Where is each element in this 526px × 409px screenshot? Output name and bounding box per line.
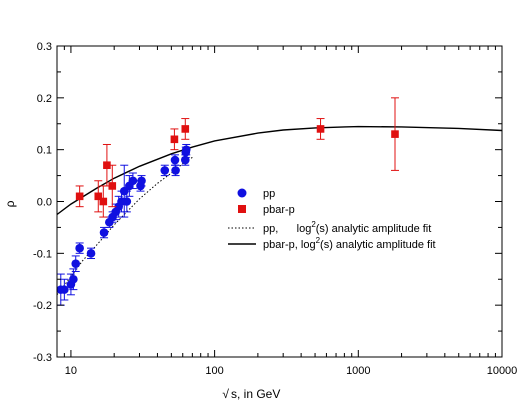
data-point-pp: [60, 285, 69, 294]
legend-label-pp-fit-sup: 2: [311, 220, 316, 229]
data-point-pp: [75, 243, 84, 253]
data-points: [56, 97, 399, 306]
y-tick-label: -0.2: [33, 300, 52, 312]
data-point-pp: [137, 176, 146, 186]
legend-label-pp-fit-name: pp, log: [263, 223, 311, 235]
data-point-pp: [99, 228, 109, 237]
x-tick-label: 10000: [487, 365, 518, 377]
data-point-pp: [128, 176, 138, 186]
x-tick-label: 100: [205, 365, 223, 377]
x-tick-label: 10: [65, 365, 77, 377]
legend-label-pp-fit: pp, log2(s) analytic amplitude fit: [263, 220, 431, 235]
data-point-pp: [171, 166, 180, 175]
data-point-pp: [160, 166, 170, 175]
data-point-pbar-p: [75, 192, 84, 201]
legend-label-pp: pp: [263, 188, 275, 200]
legend-entry-pbar-p-fit: pbar-p, log2(s) analytic amplitude fit: [228, 236, 436, 251]
x-axis-label: √ s, in GeV: [222, 387, 280, 401]
data-point-pp: [122, 197, 132, 206]
legend-entry-pp: pp: [237, 188, 275, 200]
legend-marker-pp: [237, 188, 247, 198]
fit-curve: [56, 125, 503, 216]
data-point-pp: [86, 249, 96, 258]
axes: 10 100 1000 10000 -0.3 -0.2 -0.1 0.0 0.1 0.2 0.3: [33, 41, 517, 377]
y-tick-label: 0.3: [37, 41, 52, 53]
data-point-pp: [69, 274, 78, 284]
x-axis-label-sqrt: √: [222, 387, 229, 401]
legend: pp pbar-p pp, log2(s) analytic amplitude…: [228, 188, 436, 251]
legend-marker-pbar-p: [238, 205, 246, 213]
x-tick-label: 1000: [346, 365, 370, 377]
data-point-pbar-p: [108, 182, 117, 190]
data-point-pbar-p: [170, 135, 179, 144]
data-point-pbar-p: [391, 130, 399, 138]
legend-label-pp-fit-suffix: (s) analytic amplitude fit: [316, 223, 432, 235]
x-axis-label-text: s, in GeV: [231, 387, 280, 401]
data-point-pp: [71, 259, 81, 269]
data-point-pbar-p: [316, 125, 325, 133]
y-tick-label: 0.1: [37, 145, 52, 157]
legend-label-pbar-p-fit-sup: 2: [316, 236, 321, 245]
legend-label-pbar-p-fit: pbar-p, log2(s) analytic amplitude fit: [263, 236, 436, 251]
legend-label-pbar-p-fit-suffix: (s) analytic amplitude fit: [320, 239, 436, 251]
legend-label-pbar-p-fit-name: pbar-p, log: [263, 239, 316, 251]
data-point-pp: [170, 155, 180, 165]
data-point-pbar-p: [99, 197, 108, 206]
data-point-pbar-p: [103, 161, 111, 170]
y-tick-label: -0.3: [33, 352, 52, 364]
data-point-pbar-p: [94, 192, 103, 201]
legend-entry-pp-fit: pp, log2(s) analytic amplitude fit: [228, 220, 431, 235]
y-tick-label: 0.2: [37, 93, 52, 105]
y-axis-label: ρ: [3, 200, 17, 207]
data-point-pp: [181, 145, 191, 154]
y-tick-label: -0.1: [33, 248, 52, 260]
y-tick-label: 0.0: [37, 197, 52, 209]
legend-label-pbar-p: pbar-p: [263, 204, 295, 216]
legend-entry-pbar-p: pbar-p: [238, 204, 295, 216]
data-point-pbar-p: [181, 125, 190, 133]
